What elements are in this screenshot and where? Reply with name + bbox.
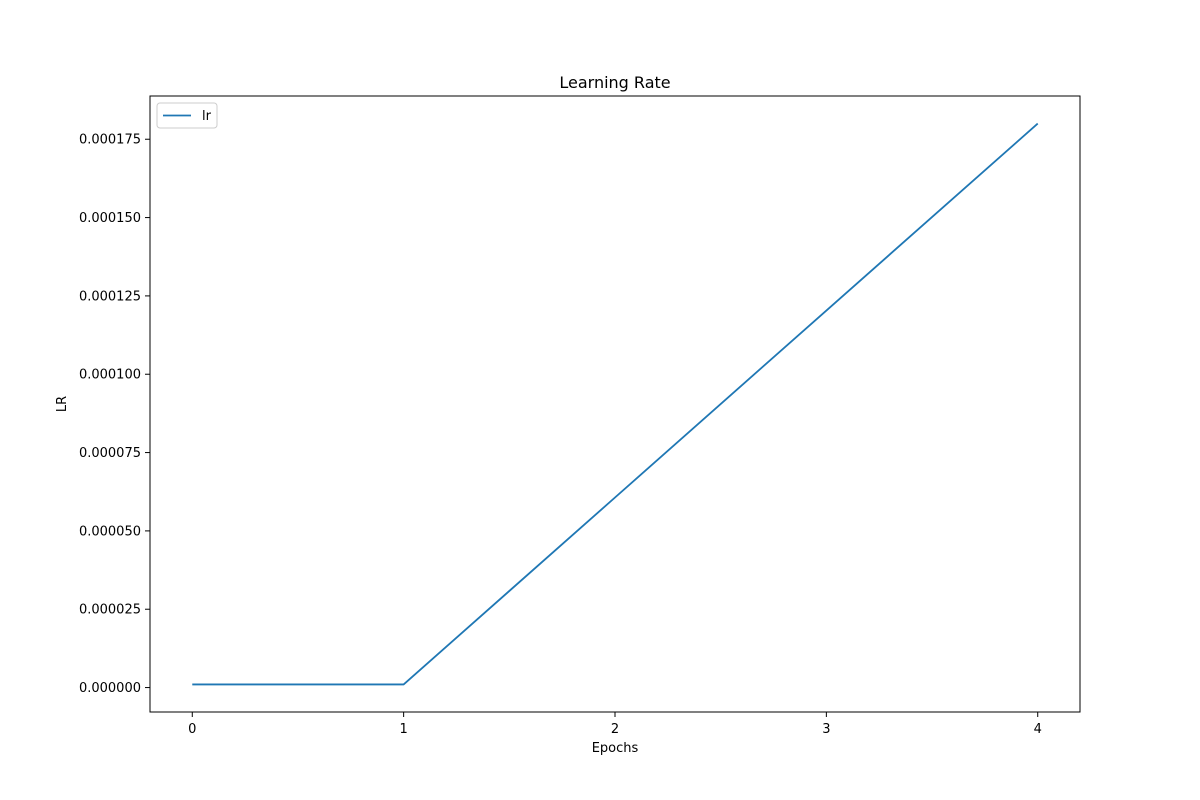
y-tick-label: 0.000050 — [79, 524, 141, 539]
y-tick-label: 0.000025 — [79, 603, 141, 618]
y-tick-label: 0.000075 — [79, 446, 141, 461]
legend: lr — [156, 102, 218, 129]
y-tick-label: 0.000100 — [79, 368, 141, 383]
x-tick-label: 1 — [399, 722, 407, 737]
x-tick-label: 0 — [188, 722, 196, 737]
y-tick-label: 0.000125 — [79, 289, 141, 304]
y-tick-label: 0.000175 — [79, 133, 141, 148]
chart-title: Learning Rate — [559, 73, 670, 92]
legend-label: lr — [202, 109, 212, 124]
y-axis-label: LR — [55, 396, 70, 412]
x-tick-label: 4 — [1034, 722, 1042, 737]
x-axis-label: Epochs — [592, 741, 639, 756]
y-tick-label: 0.000150 — [79, 211, 141, 226]
plot-area: 0 1 2 3 4 0.000000 0.000025 0.000050 0.000075 0.0… — [79, 95, 1081, 737]
x-tick-label: 3 — [822, 722, 830, 737]
x-tick-label: 2 — [611, 722, 619, 737]
series-line-lr — [192, 122, 1039, 686]
y-tick-label: 0.000000 — [79, 681, 141, 696]
